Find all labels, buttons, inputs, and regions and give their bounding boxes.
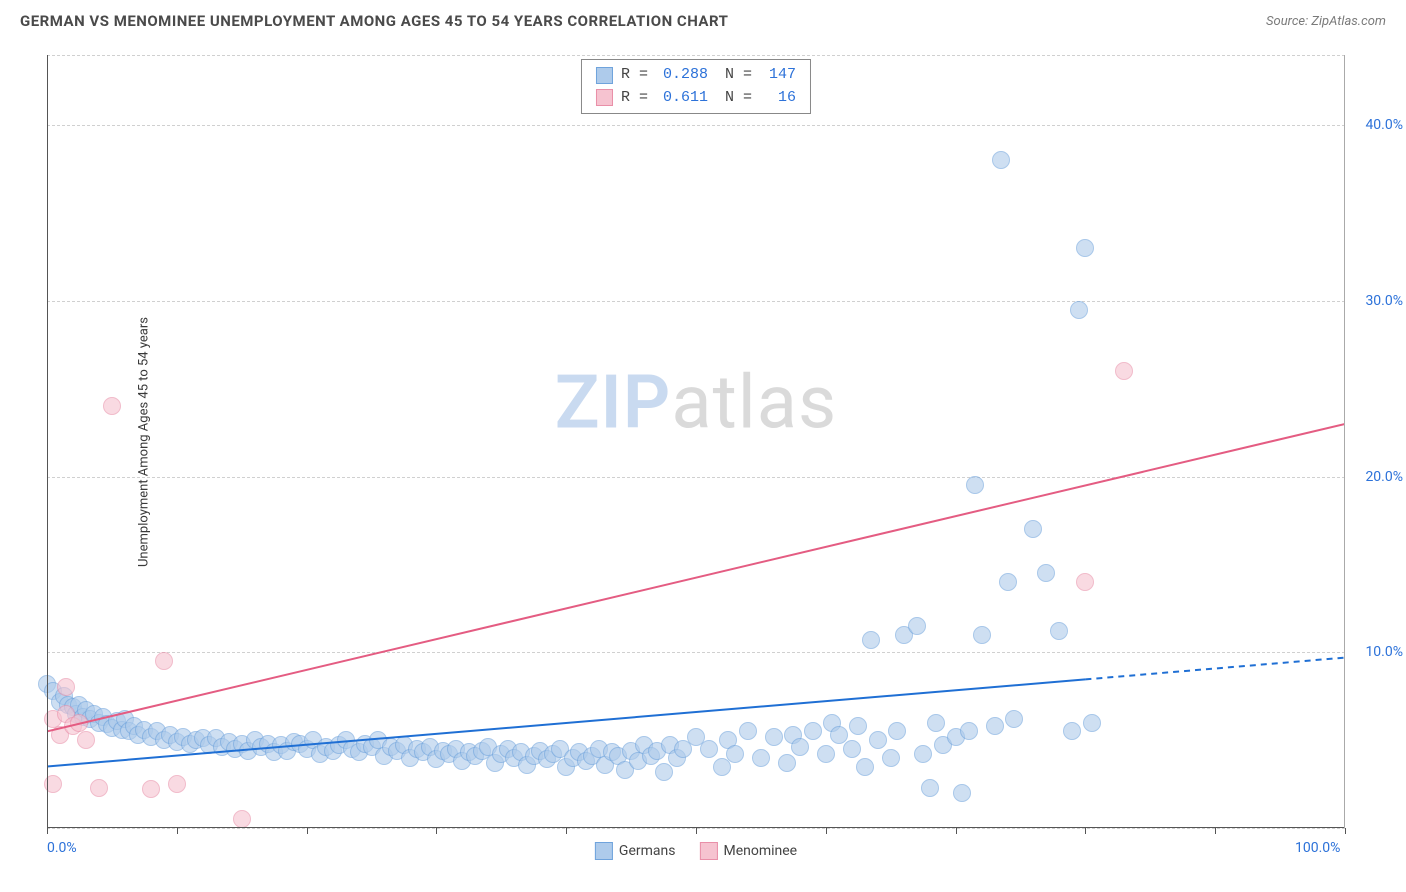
grid-line	[47, 301, 1345, 302]
data-point	[843, 740, 861, 758]
data-point	[1115, 362, 1133, 380]
data-point	[700, 740, 718, 758]
data-point	[1083, 714, 1101, 732]
data-point	[77, 731, 95, 749]
data-point	[57, 678, 75, 696]
x-axis-line	[47, 827, 1345, 828]
data-point	[70, 714, 88, 732]
x-tick-mark	[177, 828, 178, 834]
y-axis-line	[47, 55, 48, 828]
x-tick-mark	[1345, 828, 1346, 834]
swatch-menominee	[596, 89, 613, 106]
data-point	[1005, 710, 1023, 728]
data-point	[233, 810, 251, 828]
bottom-legend: Germans Menominee	[595, 842, 797, 860]
y-tick-label: 10.0%	[1365, 644, 1403, 660]
data-point	[90, 779, 108, 797]
data-point	[752, 749, 770, 767]
x-tick-mark	[956, 828, 957, 834]
data-point	[999, 573, 1017, 591]
data-point	[655, 763, 673, 781]
data-point	[804, 722, 822, 740]
data-point	[1050, 622, 1068, 640]
data-point	[856, 758, 874, 776]
legend-label-menominee: Menominee	[723, 843, 797, 859]
data-point	[992, 151, 1010, 169]
stats-row-menominee: R = 0.611 N = 16	[596, 87, 796, 110]
stats-row-germans: R = 0.288 N = 147	[596, 64, 796, 87]
data-point	[726, 745, 744, 763]
x-tick-mark	[436, 828, 437, 834]
x-tick-mark	[1085, 828, 1086, 834]
regression-line-extrapolated	[1085, 658, 1345, 680]
data-point	[966, 476, 984, 494]
y-axis-line-right	[1344, 55, 1345, 828]
data-point	[888, 722, 906, 740]
data-point	[778, 754, 796, 772]
data-point	[103, 397, 121, 415]
data-point	[927, 714, 945, 732]
y-tick-label: 40.0%	[1365, 117, 1403, 133]
data-point	[1076, 573, 1094, 591]
x-tick-mark	[47, 828, 48, 834]
data-point	[765, 728, 783, 746]
data-point	[168, 775, 186, 793]
data-point	[1037, 564, 1055, 582]
legend-swatch-menominee	[699, 842, 717, 860]
x-tick-mark	[696, 828, 697, 834]
data-point	[155, 652, 173, 670]
data-point	[849, 717, 867, 735]
x-tick-mark	[1215, 828, 1216, 834]
grid-line	[47, 55, 1345, 56]
legend-swatch-germans	[595, 842, 613, 860]
regression-line	[47, 424, 1345, 731]
x-tick-label: 100.0%	[1295, 840, 1340, 856]
chart-plot-area: Unemployment Among Ages 45 to 54 years Z…	[47, 55, 1345, 828]
data-point	[953, 784, 971, 802]
data-point	[142, 780, 160, 798]
chart-title: GERMAN VS MENOMINEE UNEMPLOYMENT AMONG A…	[20, 12, 728, 30]
data-point	[908, 617, 926, 635]
data-point	[960, 722, 978, 740]
y-tick-label: 20.0%	[1365, 469, 1403, 485]
legend-label-germans: Germans	[619, 843, 676, 859]
data-point	[1063, 722, 1081, 740]
data-point	[1076, 239, 1094, 257]
data-point	[973, 626, 991, 644]
data-point	[739, 722, 757, 740]
data-point	[869, 731, 887, 749]
data-point	[986, 717, 1004, 735]
grid-line	[47, 477, 1345, 478]
data-point	[914, 745, 932, 763]
x-tick-mark	[307, 828, 308, 834]
data-point	[817, 745, 835, 763]
data-point	[791, 738, 809, 756]
data-point	[1070, 301, 1088, 319]
source-attribution: Source: ZipAtlas.com	[1266, 14, 1386, 29]
swatch-germans	[596, 67, 613, 84]
data-point	[862, 631, 880, 649]
watermark: ZIPatlas	[555, 359, 837, 446]
legend-item-germans: Germans	[595, 842, 676, 860]
x-tick-mark	[566, 828, 567, 834]
grid-line	[47, 652, 1345, 653]
data-point	[921, 779, 939, 797]
legend-item-menominee: Menominee	[699, 842, 797, 860]
y-tick-label: 30.0%	[1365, 293, 1403, 309]
data-point	[1024, 520, 1042, 538]
x-tick-mark	[826, 828, 827, 834]
correlation-stats-box: R = 0.288 N = 147 R = 0.611 N = 16	[581, 59, 811, 114]
data-point	[882, 749, 900, 767]
y-axis-label: Unemployment Among Ages 45 to 54 years	[136, 317, 151, 567]
grid-line	[47, 125, 1345, 126]
x-tick-label: 0.0%	[47, 840, 77, 856]
